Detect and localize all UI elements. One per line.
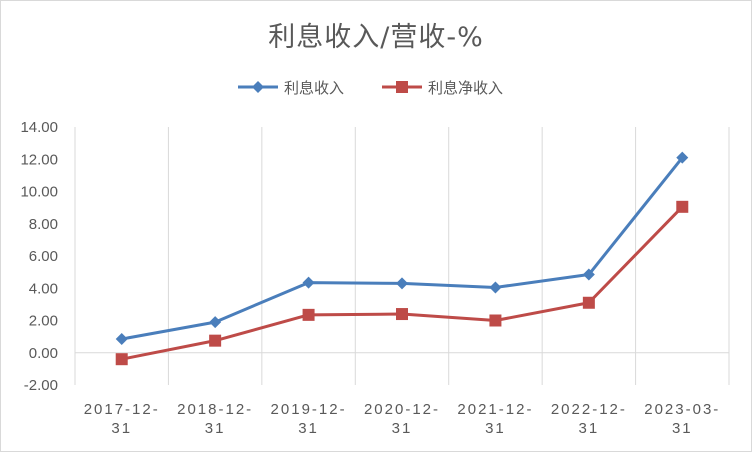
series-2	[115, 200, 689, 366]
data-point	[676, 200, 689, 213]
x-tick-label-line2: 31	[672, 420, 693, 437]
y-axis-ticks: -2.00 0.00 2.00 4.00 6.00 8.00 10.00 12.00 14.00	[20, 119, 58, 394]
y-tick-label: -2.00	[24, 377, 58, 394]
data-point	[582, 268, 595, 281]
legend: 利息收入 利息净收入	[238, 79, 503, 97]
data-point	[396, 308, 408, 321]
x-tick-label-line2: 31	[579, 420, 600, 437]
y-tick-label: 10.00	[20, 184, 58, 201]
y-tick-label: 14.00	[20, 119, 58, 136]
data-point	[209, 316, 222, 329]
data-point	[115, 333, 128, 346]
y-tick-label: 6.00	[29, 248, 58, 265]
x-tick-label-line2: 31	[298, 420, 319, 437]
data-point	[396, 277, 408, 290]
x-tick-label-line2: 31	[392, 420, 413, 437]
data-point	[582, 296, 595, 309]
chart-title: 利息收入/营收-%	[268, 22, 484, 53]
legend-item-series-2: 利息净收入	[382, 79, 503, 97]
data-point	[209, 334, 222, 347]
legend-marker-series-1	[252, 81, 264, 93]
x-tick-label-line2: 31	[111, 420, 132, 437]
x-tick-label-line1: 2021-12-	[457, 401, 533, 418]
x-tick-label-line2: 31	[205, 420, 226, 437]
x-tick-label-line1: 2017-12-	[84, 401, 160, 418]
x-tick-label-line1: 2022-12-	[551, 401, 627, 418]
gridlines	[167, 127, 730, 385]
data-point	[302, 276, 315, 289]
y-tick-label: 12.00	[20, 151, 58, 168]
legend-label-series-1: 利息收入	[284, 79, 344, 97]
series-layer	[115, 151, 689, 366]
data-point	[489, 314, 502, 327]
x-tick-label-line1: 2020-12-	[364, 401, 440, 418]
data-point	[115, 353, 128, 366]
x-tick-label-line1: 2018-12-	[177, 401, 253, 418]
data-point	[676, 151, 689, 164]
y-tick-label: 8.00	[29, 216, 58, 233]
legend-marker-series-2	[396, 81, 408, 93]
legend-item-series-1: 利息收入	[238, 79, 344, 97]
data-point	[489, 281, 502, 294]
x-axis-ticks: 2017-12- 31 2018-12- 31 2019-12- 31 2020-12- 31…	[84, 401, 720, 437]
y-tick-label: 0.00	[29, 345, 58, 362]
x-tick-label-line2: 31	[485, 420, 506, 437]
y-tick-label: 2.00	[29, 313, 58, 330]
legend-label-series-2: 利息净收入	[428, 79, 503, 97]
axes	[74, 127, 729, 385]
y-tick-label: 4.00	[29, 280, 58, 297]
x-tick-label-line1: 2023-03-	[644, 401, 720, 418]
series-1	[115, 151, 689, 346]
data-point	[302, 308, 315, 321]
x-tick-label-line1: 2019-12-	[271, 401, 347, 418]
